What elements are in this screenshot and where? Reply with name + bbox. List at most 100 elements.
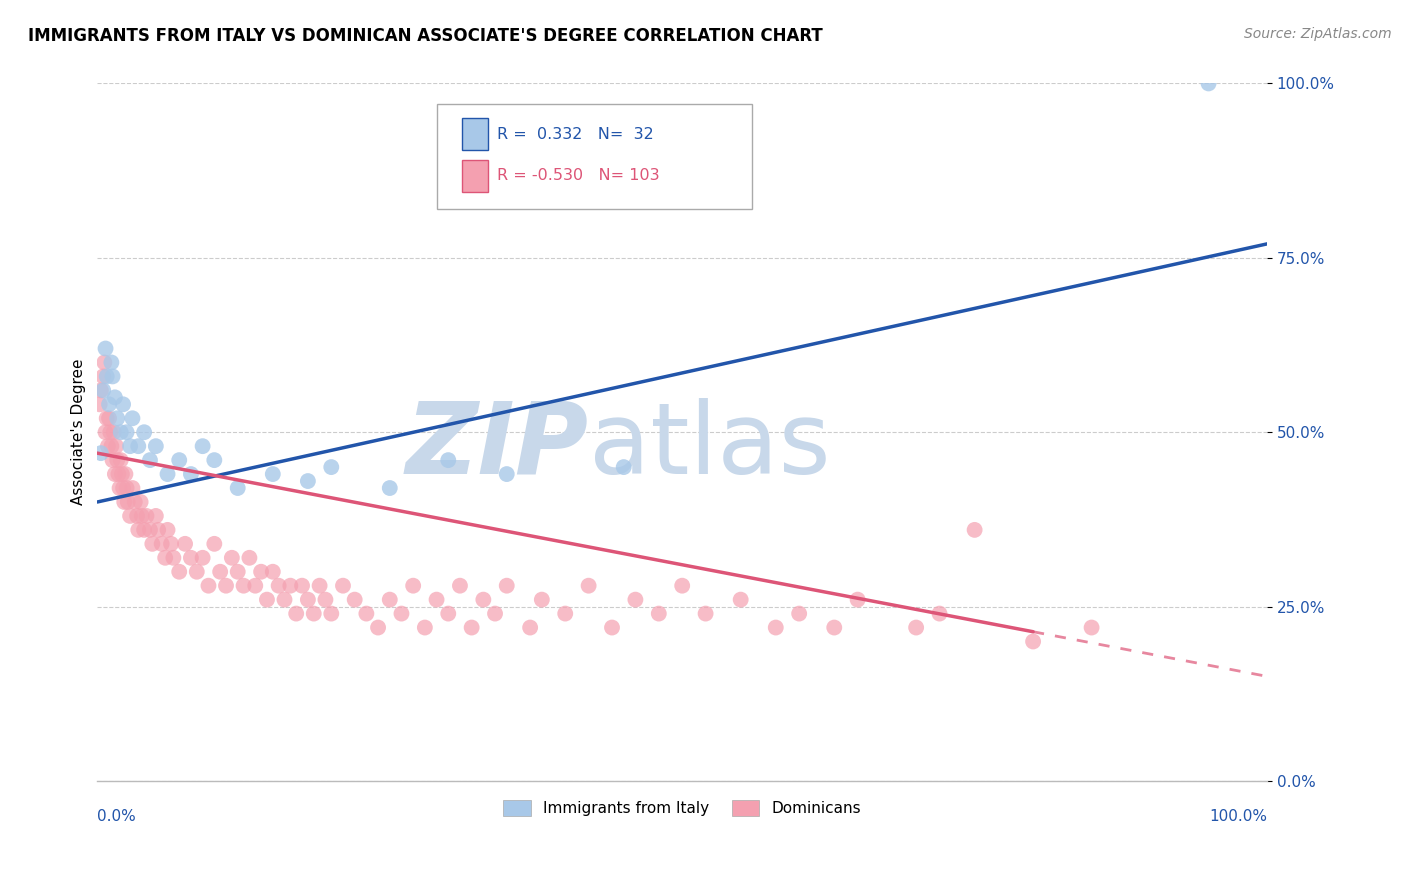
Point (98, 425, 121, 440)
Point (928, 607, 950, 621)
Point (437, 607, 460, 621)
Point (437, 453, 460, 467)
Point (100, 439, 122, 453)
Point (449, 579, 471, 593)
Point (554, 607, 576, 621)
FancyBboxPatch shape (463, 161, 488, 192)
Point (127, 523, 149, 537)
Point (156, 523, 179, 537)
Point (120, 439, 142, 453)
Point (280, 579, 302, 593)
Point (180, 550, 202, 565)
Point (150, 537, 173, 551)
Point (823, 621, 845, 635)
Point (146, 523, 169, 537)
Point (94, 342, 117, 356)
Point (101, 369, 124, 384)
Point (96, 411, 118, 425)
Point (495, 579, 517, 593)
Point (180, 467, 202, 481)
Point (105, 411, 128, 425)
Point (121, 481, 143, 495)
Point (117, 495, 139, 509)
Point (115, 425, 138, 440)
Point (160, 537, 183, 551)
Point (226, 565, 249, 579)
Point (250, 565, 273, 579)
Point (391, 607, 413, 621)
Point (267, 579, 290, 593)
Text: R = -0.530   N= 103: R = -0.530 N= 103 (498, 169, 659, 184)
Point (600, 621, 623, 635)
Text: Source: ZipAtlas.com: Source: ZipAtlas.com (1244, 27, 1392, 41)
Point (197, 579, 219, 593)
Point (110, 453, 132, 467)
Point (321, 607, 343, 621)
Point (162, 550, 184, 565)
Point (302, 607, 325, 621)
Point (413, 621, 436, 635)
Point (787, 607, 810, 621)
Point (484, 607, 506, 621)
Point (167, 453, 190, 467)
Point (91, 369, 114, 384)
Point (94, 425, 117, 440)
Point (402, 579, 425, 593)
Point (115, 481, 138, 495)
Point (578, 579, 600, 593)
Point (121, 411, 143, 425)
Point (141, 537, 163, 551)
Text: atlas: atlas (589, 398, 831, 495)
Point (624, 592, 647, 607)
Point (297, 474, 319, 488)
Point (139, 523, 162, 537)
Point (139, 453, 162, 467)
Point (108, 481, 131, 495)
Point (111, 467, 134, 481)
Point (129, 495, 152, 509)
Text: 0.0%: 0.0% (97, 809, 136, 824)
Point (245, 579, 267, 593)
Point (135, 508, 157, 523)
Point (96, 369, 118, 384)
Point (613, 460, 636, 475)
Point (262, 565, 284, 579)
Point (186, 565, 208, 579)
Point (104, 467, 127, 481)
Point (273, 592, 295, 607)
Point (98, 397, 121, 411)
Point (134, 523, 156, 537)
Point (226, 481, 249, 495)
Point (124, 495, 146, 509)
Point (221, 550, 243, 565)
Text: 100.0%: 100.0% (1209, 809, 1267, 824)
Text: R =  0.332   N=  32: R = 0.332 N= 32 (498, 127, 654, 142)
Point (1198, 77, 1220, 91)
Point (1022, 634, 1045, 648)
Point (105, 439, 128, 453)
Point (519, 621, 541, 635)
Point (285, 607, 308, 621)
Point (314, 592, 336, 607)
Point (191, 439, 214, 453)
Point (112, 481, 135, 495)
Point (90, 446, 112, 460)
Point (209, 565, 232, 579)
Point (262, 467, 284, 481)
Point (110, 425, 132, 440)
Point (120, 508, 142, 523)
Point (648, 607, 671, 621)
Point (321, 460, 343, 475)
FancyBboxPatch shape (436, 104, 752, 209)
Point (765, 621, 787, 635)
Point (695, 607, 717, 621)
Point (202, 453, 225, 467)
Point (107, 467, 129, 481)
Point (378, 592, 401, 607)
Point (232, 579, 254, 593)
Legend: Immigrants from Italy, Dominicans: Immigrants from Italy, Dominicans (498, 794, 868, 822)
Point (256, 592, 278, 607)
Point (963, 523, 986, 537)
Point (145, 508, 167, 523)
Point (98, 411, 121, 425)
